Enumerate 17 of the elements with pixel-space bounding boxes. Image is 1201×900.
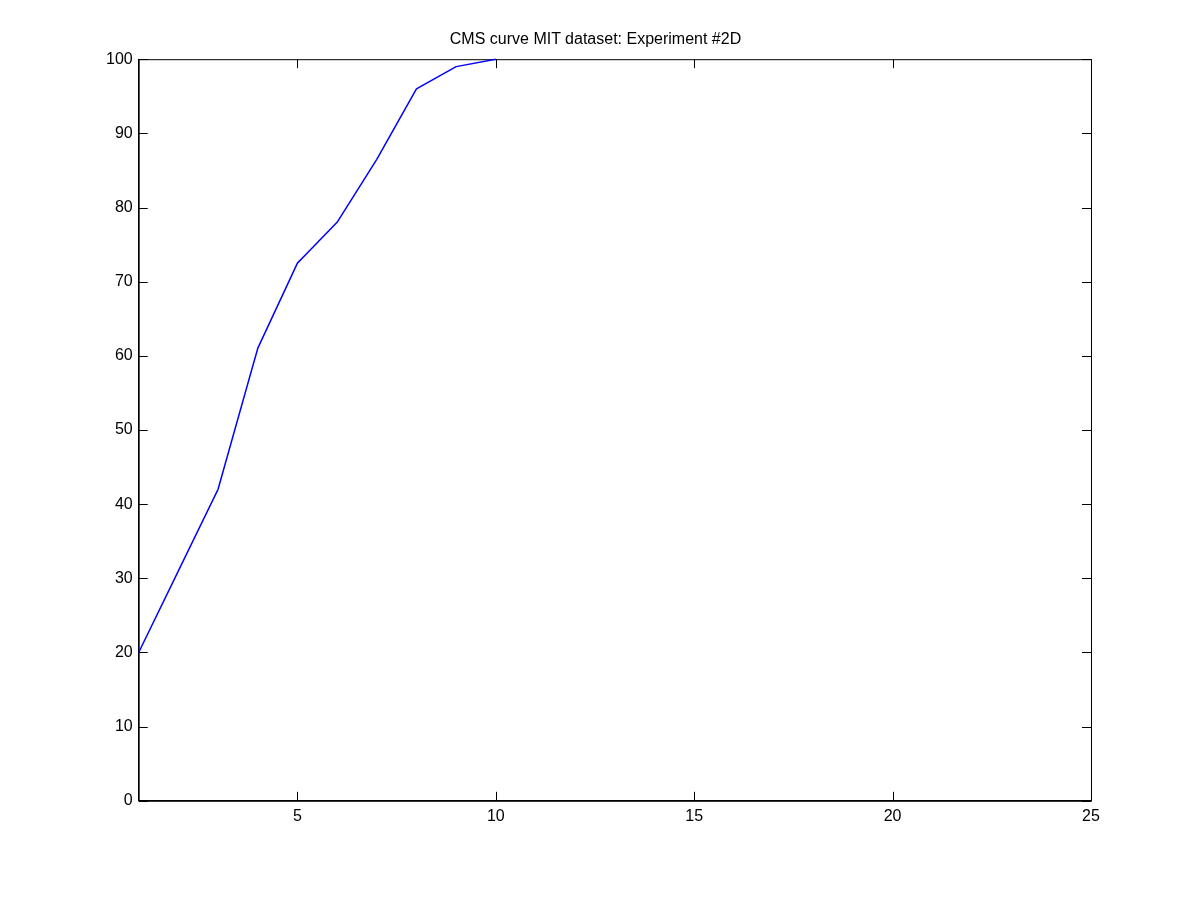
y-tick-label: 10	[114, 717, 133, 735]
x-tick-label: 25	[1082, 806, 1100, 824]
y-tick-label: 80	[114, 197, 133, 215]
y-tick-label: 100	[105, 49, 133, 67]
x-tick-label: 20	[883, 806, 902, 824]
y-tick-label: 20	[114, 642, 133, 660]
y-tick-label: 40	[114, 494, 133, 512]
chart-title: CMS curve MIT dataset: Experiment #2D	[449, 30, 742, 48]
y-tick-label: 30	[114, 568, 133, 586]
y-tick-label: 90	[114, 123, 133, 141]
y-tick-label: 70	[114, 272, 133, 290]
x-tick-label: 15	[685, 806, 704, 824]
x-tick-label: 5	[292, 806, 302, 824]
y-tick-label: 60	[114, 346, 133, 364]
y-tick-label: 0	[123, 791, 133, 809]
x-tick-label: 10	[486, 806, 505, 824]
y-tick-label: 50	[114, 420, 133, 438]
